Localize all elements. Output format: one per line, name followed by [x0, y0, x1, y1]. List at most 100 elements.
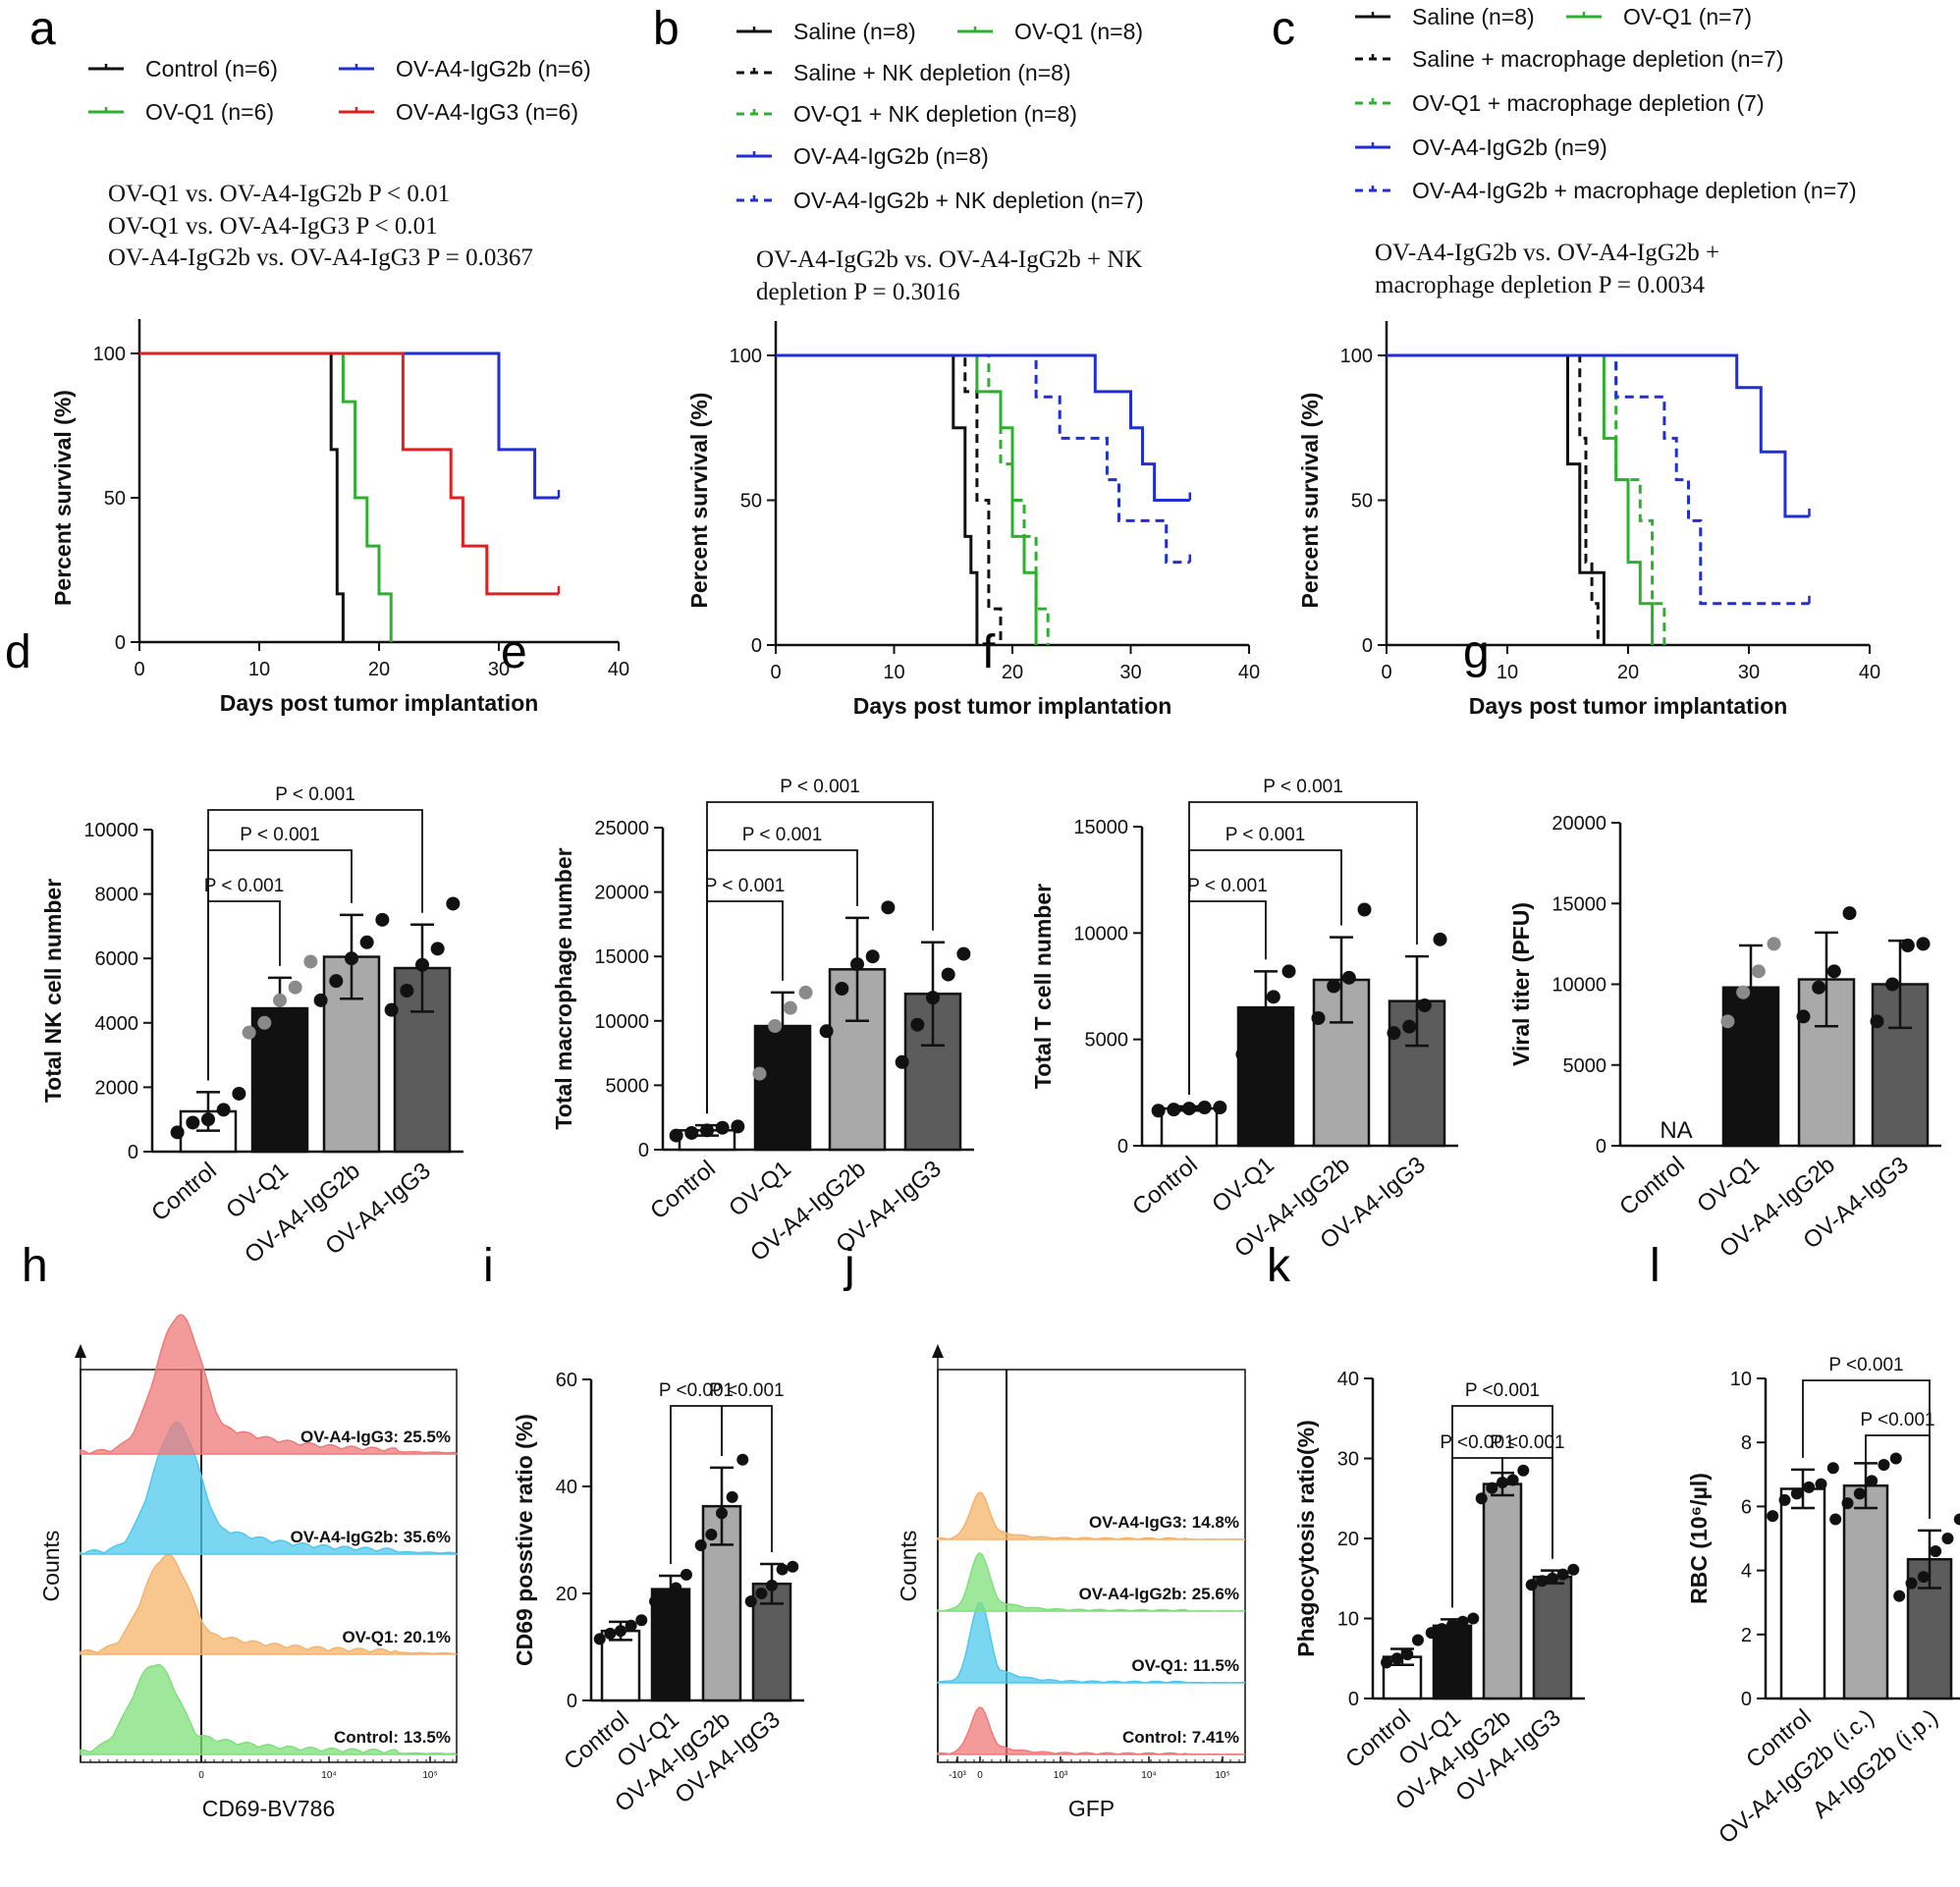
x-tick-label-j: 10⁴	[1141, 1770, 1156, 1781]
x-tick-label-a: 40	[608, 659, 629, 680]
stat-text-a: OV-Q1 vs. OV-A4-IgG3 P < 0.01	[108, 213, 438, 240]
histogram-j-2	[937, 1551, 1246, 1612]
legend-label-a: OV-A4-IgG3 (n=6)	[396, 99, 578, 125]
sig-label-f: P < 0.001	[1263, 777, 1343, 797]
y-tick-label-l: 8	[1741, 1432, 1752, 1454]
data-point-l	[1767, 1510, 1779, 1523]
data-point-l	[1905, 1577, 1918, 1590]
histogram-label-h: OV-A4-IgG3: 25.5%	[300, 1428, 451, 1446]
data-point-k	[1411, 1634, 1424, 1646]
data-point-i	[787, 1560, 799, 1573]
data-point-l	[1826, 1462, 1839, 1475]
data-point-d	[313, 993, 328, 1007]
data-point-e	[819, 1024, 834, 1039]
x-tick-label-b: 40	[1238, 662, 1260, 683]
data-point-f	[1417, 998, 1432, 1012]
legend-label-b: OV-Q1 (n=8)	[1014, 19, 1143, 44]
data-point-d	[216, 1103, 231, 1117]
data-point-l	[1930, 1545, 1942, 1558]
stat-text-c: macrophage depletion P = 0.0034	[1375, 272, 1706, 298]
panel-label-g: g	[1463, 626, 1490, 678]
histogram-j-3	[937, 1491, 1246, 1540]
y-tick-label-e: 5000	[606, 1075, 650, 1097]
x-tick-label-c: 20	[1617, 662, 1639, 683]
panel-label-l: l	[1650, 1240, 1661, 1292]
histogram-label-j: OV-A4-IgG3: 14.8%	[1089, 1513, 1239, 1532]
sig-label-i: P <0.001	[709, 1380, 784, 1401]
y-tick-label-g: 10000	[1552, 975, 1606, 997]
histogram-label-j: OV-Q1: 11.5%	[1131, 1656, 1239, 1675]
panel-label-j: j	[843, 1240, 855, 1292]
bar-k-1	[1432, 1624, 1473, 1700]
sig-bracket-i	[721, 1405, 773, 1553]
y-tick-label-a: 50	[104, 488, 126, 510]
y-tick-label-e: 10000	[594, 1011, 649, 1033]
data-point-k	[1506, 1474, 1519, 1486]
data-point-g	[1842, 906, 1857, 921]
data-point-e	[669, 1128, 683, 1143]
data-point-e	[752, 1066, 767, 1081]
x-tick-label-j: 0	[977, 1770, 983, 1781]
data-point-k	[1425, 1627, 1438, 1640]
data-point-k	[1456, 1615, 1469, 1628]
x-axis-label-j: GFP	[1068, 1796, 1115, 1821]
data-point-l	[1853, 1487, 1866, 1500]
data-point-i	[716, 1507, 728, 1520]
data-point-e	[783, 1000, 797, 1015]
y-axis-label-e: Total macrophage number	[551, 847, 576, 1129]
y-tick-label-d: 6000	[95, 948, 139, 970]
y-tick-label-e: 0	[638, 1140, 649, 1161]
survival-curve-c-3	[1387, 353, 1666, 645]
data-point-g	[1900, 939, 1915, 953]
data-point-i	[705, 1529, 718, 1541]
data-point-f	[1341, 970, 1356, 985]
category-label-d: Control	[146, 1158, 222, 1226]
y-tick-label-g: 0	[1596, 1136, 1606, 1158]
x-tick-label-c: 40	[1859, 662, 1880, 683]
histogram-j-0	[937, 1706, 1245, 1755]
panel-label-b: b	[653, 3, 680, 55]
data-point-i	[659, 1590, 672, 1602]
data-point-l	[1917, 1571, 1930, 1584]
legend-label-c: Saline + macrophage depletion (n=7)	[1412, 46, 1783, 72]
histogram-h-0	[80, 1663, 458, 1755]
data-point-e	[865, 949, 880, 964]
survival-curve-c-0	[1387, 353, 1606, 645]
legend-label-b: OV-A4-IgG2b + NK depletion (n=7)	[793, 188, 1144, 213]
histogram-j-1	[937, 1601, 1246, 1684]
bar-k-2	[1482, 1483, 1523, 1700]
x-tick-label-h: 0	[198, 1770, 204, 1781]
survival-curve-b-4	[776, 353, 1190, 502]
y-axis-label-i: CD69 posstive ratio (%)	[512, 1414, 537, 1666]
y-axis-label-h: Counts	[38, 1531, 64, 1602]
data-point-f	[1311, 1011, 1326, 1025]
legend-label-b: OV-A4-IgG2b (n=8)	[793, 143, 989, 169]
data-point-k	[1475, 1492, 1488, 1505]
data-point-g	[1720, 1014, 1735, 1029]
data-point-d	[400, 984, 414, 997]
data-point-k	[1525, 1579, 1538, 1591]
data-point-f	[1402, 1019, 1417, 1034]
bar-f-1	[1236, 1005, 1295, 1148]
data-point-g	[1736, 985, 1751, 999]
y-tick-label-a: 100	[93, 344, 126, 365]
na-label-g: NA	[1660, 1117, 1692, 1144]
y-tick-label-g: 20000	[1552, 813, 1606, 835]
sig-bracket-k	[1451, 1405, 1553, 1608]
sig-label-i: P <0.001	[659, 1380, 734, 1401]
data-point-l	[1866, 1475, 1878, 1487]
y-tick-label-k: 0	[1348, 1689, 1359, 1710]
data-point-f	[1235, 1047, 1250, 1061]
data-point-l	[1841, 1497, 1854, 1510]
stat-text-b: depletion P = 0.3016	[756, 279, 960, 305]
histogram-label-h: Control: 13.5%	[334, 1728, 451, 1747]
legend-label-a: OV-Q1 (n=6)	[145, 99, 274, 125]
y-axis-label-l: RBC (10⁶/µl)	[1686, 1473, 1712, 1604]
data-point-i	[670, 1582, 682, 1594]
y-tick-label-d: 8000	[95, 885, 139, 906]
y-axis-label-d: Total NK cell number	[40, 879, 66, 1103]
stat-text-a: OV-Q1 vs. OV-A4-IgG2b P < 0.01	[108, 181, 450, 207]
x-tick-label-h: 10⁴	[321, 1770, 336, 1781]
x-tick-label-a: 10	[248, 659, 270, 680]
